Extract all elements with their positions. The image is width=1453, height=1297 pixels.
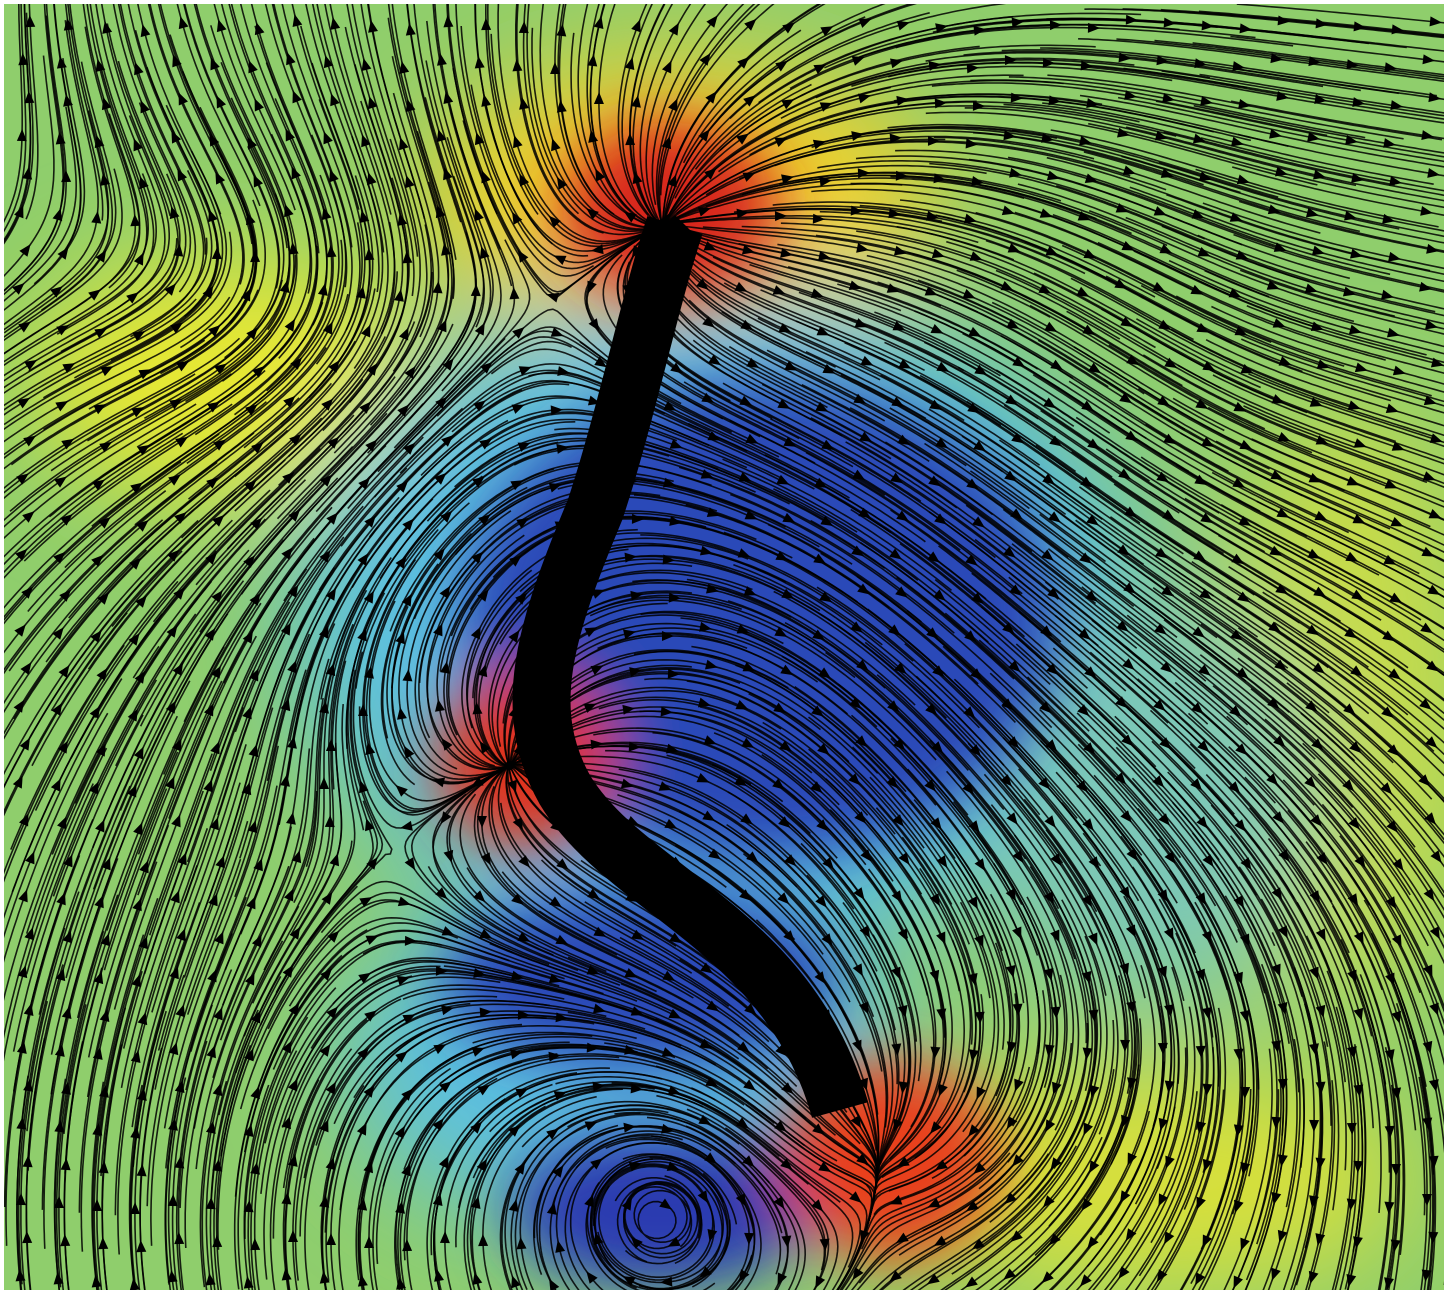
flow-field-figure	[0, 0, 1453, 1297]
page	[0, 0, 1453, 1297]
field-background	[0, 0, 1453, 1297]
